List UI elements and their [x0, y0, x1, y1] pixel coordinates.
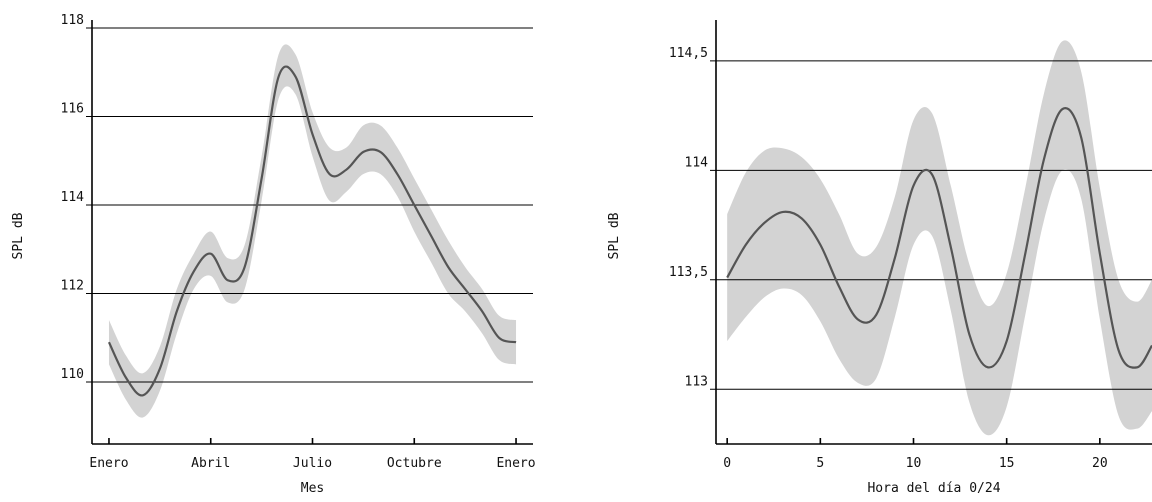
y-axis-title: SPL dB	[607, 212, 622, 259]
y-tick-label: 116	[61, 102, 84, 117]
x-tick-label: Octubre	[387, 456, 442, 471]
monthly-spl-chart: 110 112 114 116 118 Enero Abril Julio Octubre Ene…	[11, 13, 536, 496]
x-tick-label: 5	[816, 456, 824, 471]
x-tick-label: 15	[999, 456, 1015, 471]
y-tick-label: 112	[61, 279, 84, 294]
x-tick-label: 20	[1092, 456, 1108, 471]
series-line	[726, 107, 1152, 369]
y-tick-label: 114	[61, 190, 85, 205]
x-axis-title: Mes	[301, 481, 324, 496]
x-tick-label: 10	[906, 456, 922, 471]
x-tick-label: Abril	[191, 456, 230, 471]
confidence-band	[727, 40, 1152, 436]
y-tick-label: 118	[61, 13, 84, 28]
hourly-spl-chart: 113 113,5 114 114,5 0 5 10 15 20 Hora del día 0/2…	[607, 20, 1152, 496]
series-line	[107, 65, 517, 397]
confidence-band	[108, 44, 517, 418]
x-tick-label: Julio	[293, 456, 332, 471]
x-tick-label: 0	[723, 456, 731, 471]
y-axis-title: SPL dB	[11, 212, 26, 259]
y-tick-label: 114	[685, 155, 709, 170]
y-tick-label: 113	[685, 374, 708, 389]
x-tick-label: Enero	[89, 456, 128, 471]
y-tick-label: 113,5	[669, 265, 708, 280]
x-tick-label: Enero	[496, 456, 535, 471]
y-tick-label: 114,5	[669, 46, 708, 61]
x-axis-title: Hora del día 0/24	[867, 481, 1000, 496]
y-tick-label: 110	[61, 367, 84, 382]
